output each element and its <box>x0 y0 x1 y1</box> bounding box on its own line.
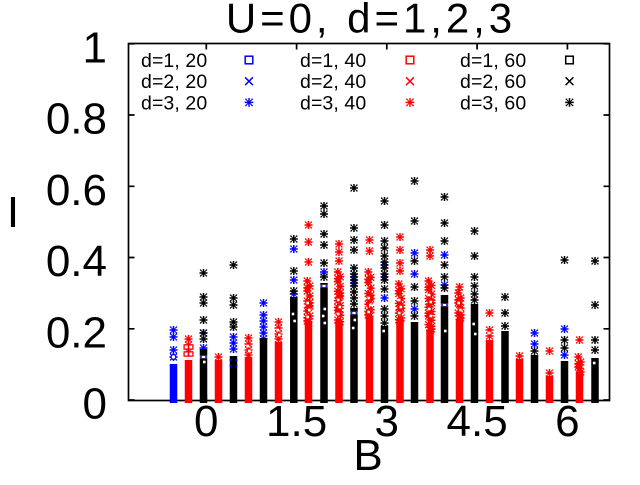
svg-text:0.2: 0.2 <box>46 308 107 357</box>
svg-text:d=2, 40: d=2, 40 <box>300 71 366 93</box>
svg-text:0.6: 0.6 <box>46 166 107 215</box>
svg-text:d=2, 20: d=2, 20 <box>141 71 207 93</box>
svg-text:d=3, 20: d=3, 20 <box>141 92 207 114</box>
svg-text:0: 0 <box>194 397 218 446</box>
svg-text:d=3, 60: d=3, 60 <box>460 92 526 114</box>
svg-text:0: 0 <box>83 380 107 429</box>
svg-text:d=2, 60: d=2, 60 <box>460 71 526 93</box>
svg-text:B: B <box>353 431 382 480</box>
svg-text:0.4: 0.4 <box>46 237 107 286</box>
svg-text:d=1, 20: d=1, 20 <box>141 50 207 72</box>
svg-text:d=1, 40: d=1, 40 <box>300 50 366 72</box>
svg-text:3: 3 <box>375 397 399 446</box>
svg-text:1.5: 1.5 <box>266 397 327 446</box>
svg-text:1: 1 <box>83 23 107 72</box>
svg-text:U=0, d=1,2,3: U=0, d=1,2,3 <box>226 0 516 42</box>
svg-text:I: I <box>7 188 19 237</box>
svg-text:4.5: 4.5 <box>447 397 508 446</box>
svg-text:d=1, 60: d=1, 60 <box>460 50 526 72</box>
svg-text:d=3, 40: d=3, 40 <box>300 92 366 114</box>
svg-text:0.8: 0.8 <box>46 95 107 144</box>
svg-text:6: 6 <box>555 397 579 446</box>
